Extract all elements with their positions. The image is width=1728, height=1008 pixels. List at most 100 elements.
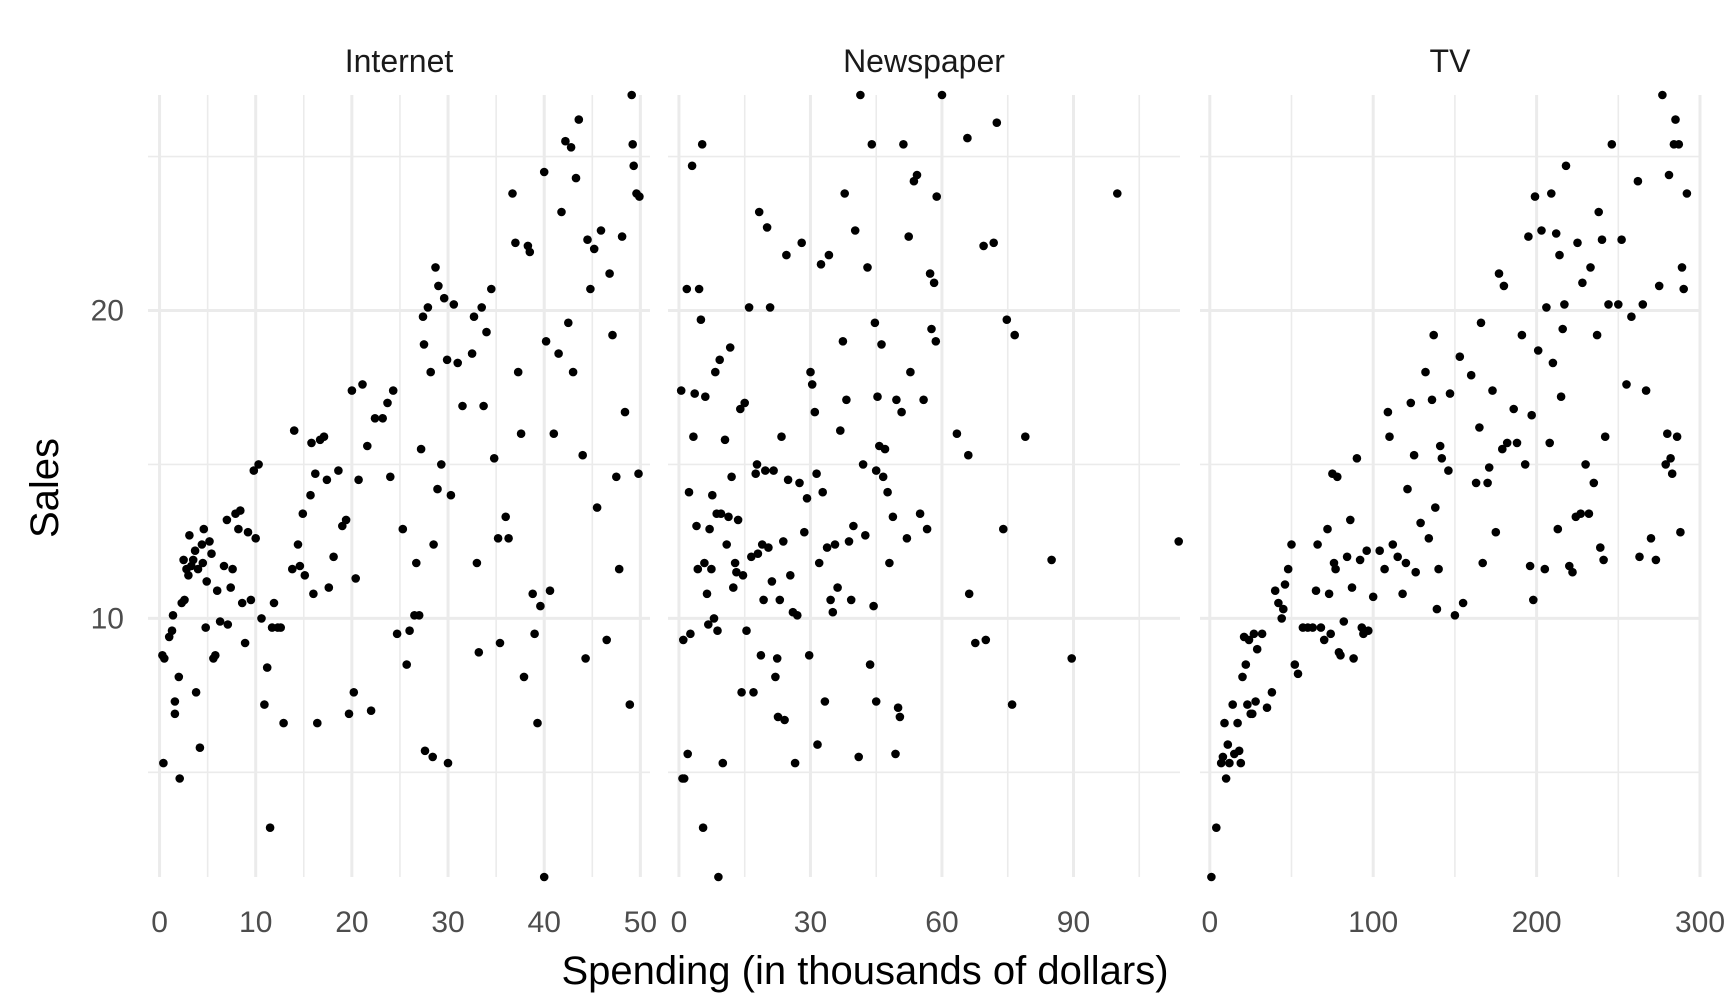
data-point: [715, 355, 724, 365]
data-point: [769, 466, 778, 475]
data-point: [251, 534, 260, 543]
data-point: [388, 386, 398, 395]
data-point: [761, 466, 770, 475]
data-point: [1243, 700, 1252, 709]
data-point: [449, 300, 459, 309]
data-point: [1533, 346, 1543, 355]
data-point: [952, 429, 962, 439]
data-point: [349, 688, 359, 697]
data-point: [1416, 518, 1425, 528]
data-point: [816, 260, 826, 269]
data-point: [1551, 229, 1561, 238]
data-point: [897, 407, 906, 417]
data-point: [160, 654, 169, 663]
data-point: [354, 475, 363, 485]
data-point: [804, 651, 814, 660]
data-point: [751, 469, 760, 479]
data-point: [682, 284, 692, 294]
data-point: [418, 312, 428, 322]
data-point: [386, 472, 395, 482]
data-point: [765, 303, 775, 312]
data-point: [469, 312, 479, 322]
data-point: [790, 758, 800, 768]
data-point: [201, 623, 210, 632]
data-point: [257, 614, 266, 623]
data-point: [1560, 300, 1569, 309]
data-point: [246, 595, 256, 605]
data-point: [1545, 438, 1554, 448]
data-point: [1635, 552, 1644, 562]
data-point: [895, 712, 905, 722]
data-point: [392, 629, 402, 639]
data-point: [906, 367, 915, 377]
data-point: [1283, 564, 1293, 574]
data-point: [783, 475, 793, 485]
data-point: [289, 426, 299, 435]
data-point: [1403, 484, 1412, 494]
data-point: [1498, 444, 1507, 454]
data-point: [1677, 263, 1687, 272]
data-point: [493, 534, 503, 543]
data-point: [724, 512, 733, 522]
data-point: [1502, 438, 1512, 448]
x-tick-label: 0: [1201, 906, 1218, 939]
data-point: [474, 648, 484, 657]
data-point: [1586, 263, 1595, 272]
data-point: [428, 752, 438, 762]
data-point: [861, 531, 870, 540]
data-point: [716, 509, 726, 518]
data-point: [1445, 389, 1455, 398]
data-point: [1223, 740, 1233, 749]
data-point: [313, 718, 322, 728]
data-point: [1207, 872, 1216, 882]
data-point: [568, 367, 578, 377]
data-point: [1234, 746, 1244, 756]
data-point: [190, 546, 200, 555]
data-point: [1466, 370, 1476, 380]
data-point: [307, 438, 316, 448]
data-point: [793, 611, 802, 620]
data-point: [818, 487, 827, 497]
data-point: [1368, 592, 1378, 602]
data-point: [1409, 450, 1419, 460]
data-point: [888, 512, 898, 522]
data-point: [676, 386, 686, 395]
data-point: [1530, 192, 1540, 201]
data-point: [311, 469, 320, 479]
data-point: [1664, 170, 1674, 180]
data-point: [698, 823, 708, 832]
data-point: [412, 558, 421, 568]
data-point: [840, 189, 849, 198]
data-point: [711, 367, 720, 377]
data-point: [329, 552, 338, 562]
data-point: [893, 703, 903, 712]
data-point: [1435, 441, 1445, 451]
data-point: [1512, 438, 1522, 448]
data-point: [693, 564, 703, 574]
data-point: [981, 635, 991, 645]
data-point: [733, 515, 743, 525]
data-point: [617, 232, 627, 241]
data-point: [1529, 595, 1538, 605]
data-point: [262, 663, 272, 672]
data-point: [608, 330, 617, 340]
data-point: [586, 284, 595, 294]
data-point: [696, 315, 706, 325]
data-point: [197, 540, 207, 549]
data-point: [363, 441, 372, 451]
data-point: [1323, 524, 1332, 534]
data-point: [366, 706, 376, 715]
data-point: [820, 697, 830, 706]
data-point: [1002, 315, 1012, 325]
data-point: [919, 395, 928, 405]
data-point: [1594, 207, 1603, 217]
x-tick-label: 30: [431, 906, 464, 939]
data-point: [1248, 709, 1257, 719]
data-point: [892, 395, 901, 405]
data-point: [215, 617, 225, 626]
data-point: [511, 238, 520, 248]
data-point: [159, 758, 168, 768]
data-point: [878, 472, 888, 482]
data-point: [775, 595, 785, 605]
data-point: [269, 598, 279, 608]
